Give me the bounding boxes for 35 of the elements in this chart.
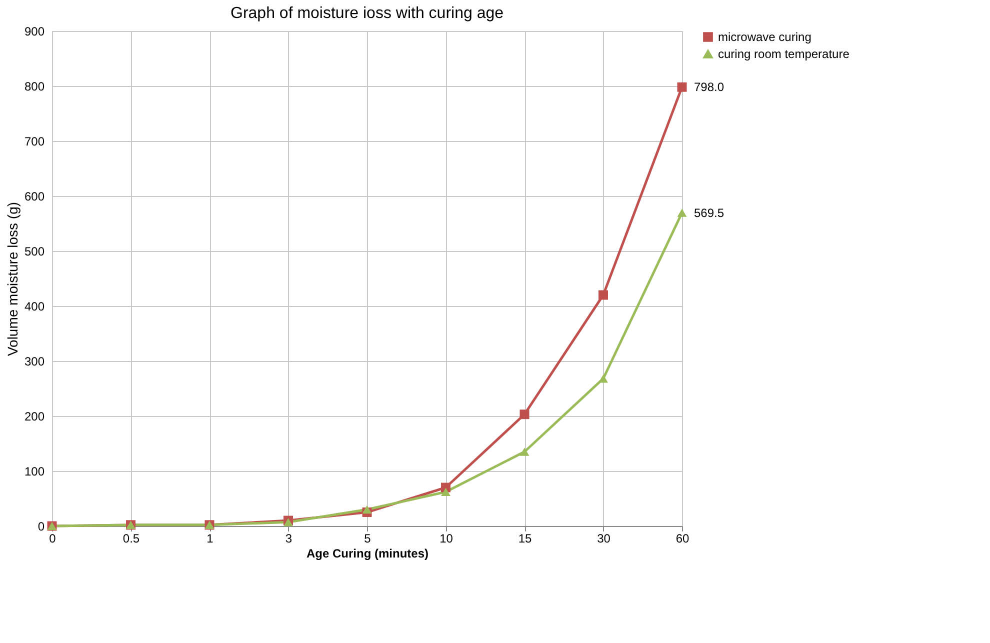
point: [362, 505, 372, 514]
x-tick-label: 5: [364, 532, 372, 546]
y-tick-label: 500: [24, 244, 45, 258]
x-tick-label: 3: [285, 532, 292, 546]
y-tick-label: 400: [24, 300, 45, 314]
point: [598, 290, 608, 300]
point: [677, 208, 687, 217]
point: [441, 488, 450, 496]
x-tick-label: 15: [518, 532, 532, 546]
y-tick-label: 700: [24, 134, 45, 148]
x-tick-label: 0.5: [122, 532, 140, 546]
y-tick-label: 100: [24, 464, 45, 478]
legend-label: microwave curing: [718, 30, 812, 44]
data-label: 569.5: [694, 206, 724, 220]
point: [598, 374, 608, 383]
point: [677, 82, 687, 92]
y-tick-label: 600: [24, 190, 45, 204]
x-axis-title: Age Curing (minutes): [306, 546, 428, 560]
y-tick-label: 0: [38, 520, 45, 534]
x-tick-label: 30: [597, 532, 611, 546]
data-label: 798.0: [694, 80, 724, 94]
point: [520, 448, 530, 456]
y-tick-label: 200: [24, 410, 45, 424]
y-tick-label: 900: [24, 24, 45, 38]
point: [284, 518, 293, 526]
point: [520, 410, 530, 420]
x-tick-label: 10: [440, 532, 454, 546]
x-tick-label: 1: [206, 532, 214, 546]
x-tick-label: 60: [676, 532, 690, 546]
y-tick-label: 800: [24, 80, 45, 94]
x-tick-label: 0: [49, 532, 56, 546]
y-tick-label: 300: [24, 354, 45, 368]
legend-label: curing room temperature: [718, 47, 850, 61]
y-axis-title: Volume moisture loss (g): [4, 202, 20, 356]
chart-title: Graph of moisture ioss with curing age: [230, 5, 504, 22]
